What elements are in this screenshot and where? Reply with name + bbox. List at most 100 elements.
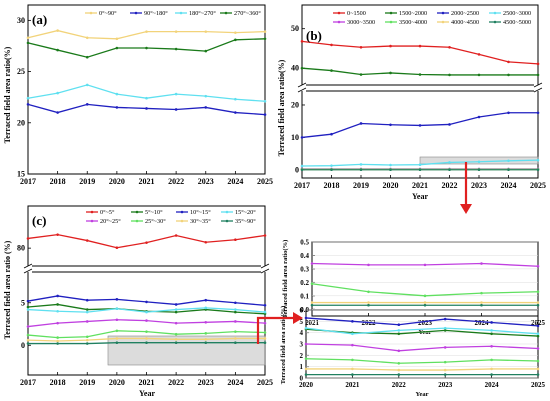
x-tick-label: 2020 [109, 378, 125, 387]
legend-marker [337, 11, 341, 15]
data-point [367, 303, 370, 307]
data-point [490, 373, 493, 376]
series-20-25 [304, 342, 540, 353]
legend-marker [389, 20, 393, 24]
legend-label: 1500~2000 [399, 10, 427, 17]
data-point [263, 37, 267, 41]
data-point [397, 323, 401, 327]
data-point [443, 346, 447, 349]
data-point [397, 373, 401, 376]
data-point [536, 347, 540, 350]
data-point [85, 36, 89, 40]
y-tick-label: 2 [300, 352, 304, 360]
data-point [536, 324, 540, 328]
x-tick-label: 2024 [501, 181, 517, 190]
data-point [56, 91, 59, 95]
panel-label: (b) [306, 28, 322, 43]
data-point [490, 332, 493, 336]
data-point [204, 94, 208, 98]
data-point [56, 339, 59, 343]
x-tick-label: 2019 [79, 177, 95, 186]
data-point [234, 97, 237, 101]
data-point [204, 298, 208, 302]
y-tick-label: 30 [17, 16, 25, 25]
data-point [448, 123, 451, 126]
legend-marker [441, 20, 445, 24]
legend-marker [180, 219, 184, 223]
data-point [490, 367, 493, 371]
legend-label: 2500~3000 [503, 10, 531, 17]
series-35-90 [26, 341, 267, 345]
data-point [536, 111, 540, 115]
series-3500-4000 [310, 282, 540, 298]
data-point [263, 234, 267, 237]
data-point [263, 321, 267, 325]
data-point [304, 316, 308, 320]
data-point [56, 233, 59, 236]
data-point [300, 40, 304, 43]
data-point [310, 282, 314, 286]
legend-marker [90, 210, 94, 214]
legend-label: 0~1500 [347, 10, 366, 17]
series-line [305, 328, 539, 337]
data-point [536, 301, 540, 304]
legend-marker [135, 219, 139, 223]
data-point [477, 168, 481, 172]
data-point [234, 341, 237, 345]
legend-marker [90, 219, 94, 223]
data-point [85, 335, 89, 339]
x-tick-label: 2018 [324, 181, 340, 190]
x-tick-label: 2021 [139, 378, 155, 387]
data-point [174, 310, 178, 314]
data-point [448, 168, 451, 172]
data-point [26, 325, 30, 328]
data-point [174, 321, 178, 325]
data-point [300, 168, 304, 172]
legend-item: 1500~2000 [385, 10, 427, 17]
legend-label: 90°~180° [144, 10, 168, 17]
data-point [145, 96, 148, 100]
data-point [115, 307, 119, 311]
data-point [423, 263, 427, 267]
data-point [263, 304, 267, 307]
legend-item: 180°~270° [175, 10, 216, 17]
legend-label: 15°~20° [235, 209, 256, 216]
y-tick-label: 0.5 [300, 239, 309, 247]
data-point [145, 300, 148, 304]
data-point [330, 69, 333, 72]
legend-label: 4500~5000 [503, 19, 531, 26]
legend-marker [134, 11, 138, 15]
data-point [26, 299, 30, 303]
legend-marker [225, 219, 229, 223]
series-line [311, 283, 539, 297]
y-tick-label: 0.4 [300, 252, 309, 260]
legend: 0°~90° 90°~180° 180°~270° 270°~360° [85, 10, 261, 17]
legend-label: 0°~90° [99, 10, 117, 17]
data-point [536, 158, 540, 162]
data-point [56, 29, 59, 32]
data-point [443, 368, 447, 372]
data-point [300, 136, 304, 139]
data-point [263, 331, 267, 334]
axis-break-mark [297, 87, 307, 93]
y-tick-label: 15 [17, 170, 25, 179]
data-point [443, 360, 447, 364]
legend-item: 3000~3500 [333, 19, 375, 26]
data-point [490, 344, 493, 348]
x-tick-label: 2025 [531, 381, 546, 389]
data-point [310, 262, 314, 265]
legend-marker [337, 20, 341, 24]
x-tick-label: 2022 [442, 181, 458, 190]
data-point [174, 338, 178, 341]
series-line [305, 317, 539, 327]
data-point [204, 30, 208, 33]
x-tick-label: 2021 [139, 177, 155, 186]
data-point [300, 164, 304, 168]
data-point [480, 291, 483, 295]
legend-item: 25°~30° [131, 218, 166, 225]
data-point [85, 342, 89, 345]
data-point [56, 48, 59, 52]
x-tick-label: 2024 [227, 177, 243, 186]
x-tick-label: 2020 [383, 181, 399, 190]
